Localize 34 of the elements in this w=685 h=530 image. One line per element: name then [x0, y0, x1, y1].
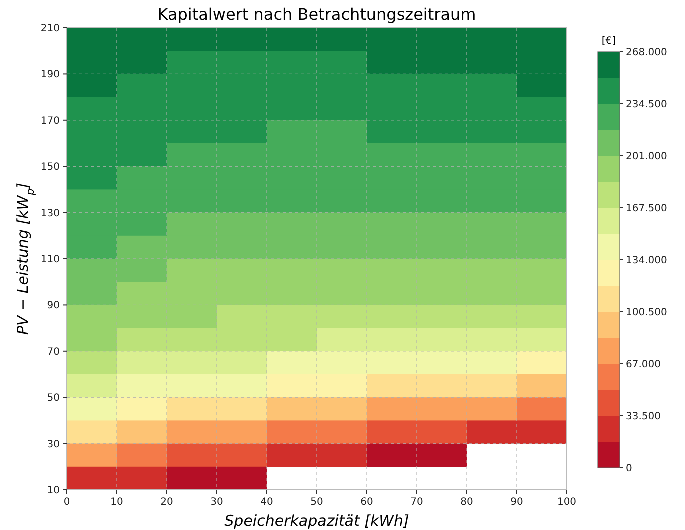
- y-tick-label: 150: [40, 162, 60, 174]
- color-bar-title: [€]: [602, 36, 616, 47]
- x-tick-label: 60: [360, 497, 374, 508]
- chart-title: Kapitalwert nach Betrachtungszeitraum: [158, 5, 476, 24]
- y-tick-label: 110: [40, 254, 60, 266]
- x-tick-label: 20: [160, 497, 174, 508]
- color-bar-label: 201.000: [626, 152, 668, 162]
- x-tick-label: 30: [210, 497, 224, 508]
- color-bar-label: 268.000: [626, 48, 668, 58]
- x-tick-label: 40: [260, 497, 274, 508]
- x-axis-title: Speicherkapazität [kWh]: [224, 512, 410, 530]
- color-bar-label: 100.500: [626, 308, 668, 318]
- color-bar-label: 234.500: [626, 100, 668, 110]
- color-bar-label: 167.500: [626, 204, 668, 214]
- y-tick-label: 210: [40, 24, 60, 34]
- color-bar-label: 67.000: [626, 360, 661, 370]
- y-tick-label: 190: [40, 70, 60, 81]
- x-tick-label: 0: [64, 497, 70, 508]
- x-tick-label: 80: [460, 497, 474, 508]
- x-tick-label: 100: [557, 497, 577, 508]
- y-tick-label: 170: [40, 116, 60, 127]
- x-tick-label: 50: [310, 497, 324, 508]
- color-bar-label: 0: [626, 464, 632, 474]
- x-tick-label: 90: [510, 497, 524, 508]
- y-tick-label: 50: [47, 393, 60, 404]
- y-tick-label: 70: [47, 346, 60, 358]
- x-tick-label: 10: [110, 497, 124, 508]
- y-tick-label: 10: [47, 486, 60, 496]
- y-tick-label: 90: [47, 300, 60, 312]
- x-tick-label: 70: [410, 497, 424, 508]
- y-tick-label: 30: [47, 439, 60, 450]
- color-bar-label: 33.500: [626, 412, 661, 422]
- y-tick-label: 130: [40, 208, 60, 220]
- color-bar-label: 134.000: [626, 256, 668, 266]
